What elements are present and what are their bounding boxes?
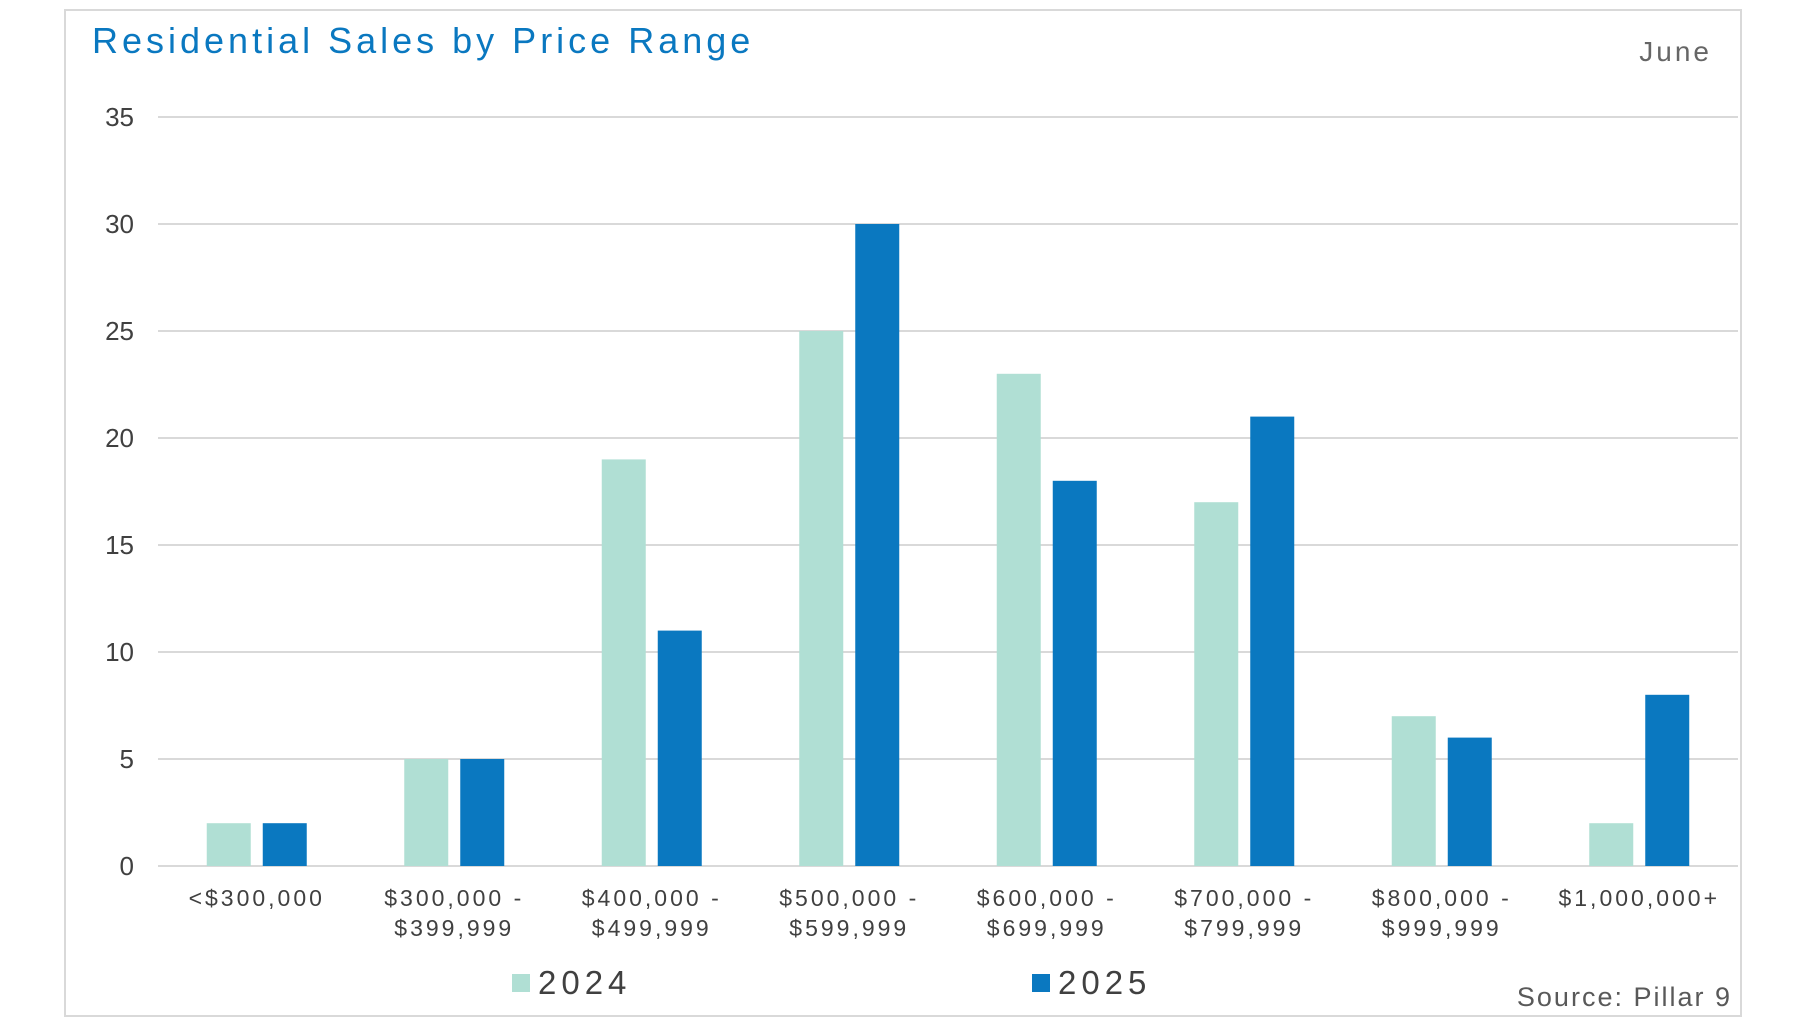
legend-label-2024: 2024 [538, 964, 632, 1001]
y-tick-label: 30 [105, 209, 134, 239]
x-tick-label: <$300,000 [189, 885, 325, 911]
x-tick-label: $600,000 -$699,999 [977, 885, 1117, 941]
x-tick-label: $500,000 -$599,999 [779, 885, 919, 941]
bar-2024-0 [206, 823, 251, 866]
grid-lines [158, 116, 1738, 867]
bar-2025-1 [460, 759, 505, 866]
legend-item-2024: 2024 [512, 964, 631, 1002]
legend-swatch-2025 [1032, 974, 1050, 992]
y-tick-label: 0 [120, 851, 134, 881]
bar-2025-7 [1645, 694, 1690, 866]
y-tick-label: 20 [105, 423, 134, 453]
bar-2025-4 [1052, 480, 1097, 866]
x-tick-label: $400,000 -$499,999 [582, 885, 722, 941]
legend-label-2025: 2025 [1058, 964, 1152, 1001]
bar-2024-4 [996, 373, 1041, 866]
chart-month-label: June [1639, 36, 1712, 67]
bar-2025-3 [855, 224, 900, 866]
bar-2024-5 [1194, 502, 1239, 866]
bar-2025-2 [657, 630, 702, 866]
x-tick-label: $800,000 -$999,999 [1372, 885, 1512, 941]
y-tick-label: 15 [105, 530, 134, 560]
x-axis-ticks: <$300,000 $300,000 -$399,999 $400,000 -$49… [189, 885, 1720, 941]
y-tick-label: 5 [120, 744, 134, 774]
bar-2025-6 [1447, 737, 1492, 866]
bar-2025-0 [262, 823, 307, 866]
bar-2024-2 [601, 459, 646, 866]
legend-item-2025: 2025 [1032, 964, 1151, 1002]
x-tick-label: $700,000 -$799,999 [1174, 885, 1314, 941]
y-axis-ticks: 0 5 10 15 20 25 30 35 [105, 102, 134, 881]
chart-title: Residential Sales by Price Range [92, 20, 755, 61]
bar-2024-3 [799, 331, 844, 866]
bar-2024-6 [1391, 716, 1436, 866]
bar-2025-5 [1250, 416, 1295, 866]
x-tick-label: $300,000 -$399,999 [384, 885, 524, 941]
legend-swatch-2024 [512, 974, 530, 992]
bar-2024-1 [404, 759, 449, 866]
y-tick-label: 25 [105, 316, 134, 346]
bars [206, 224, 1690, 866]
y-tick-label: 35 [105, 102, 134, 132]
bar-2024-7 [1589, 823, 1634, 866]
y-tick-label: 10 [105, 637, 134, 667]
source-note: Source: Pillar 9 [1516, 982, 1732, 1012]
x-tick-label: $1,000,000+ [1558, 885, 1720, 911]
